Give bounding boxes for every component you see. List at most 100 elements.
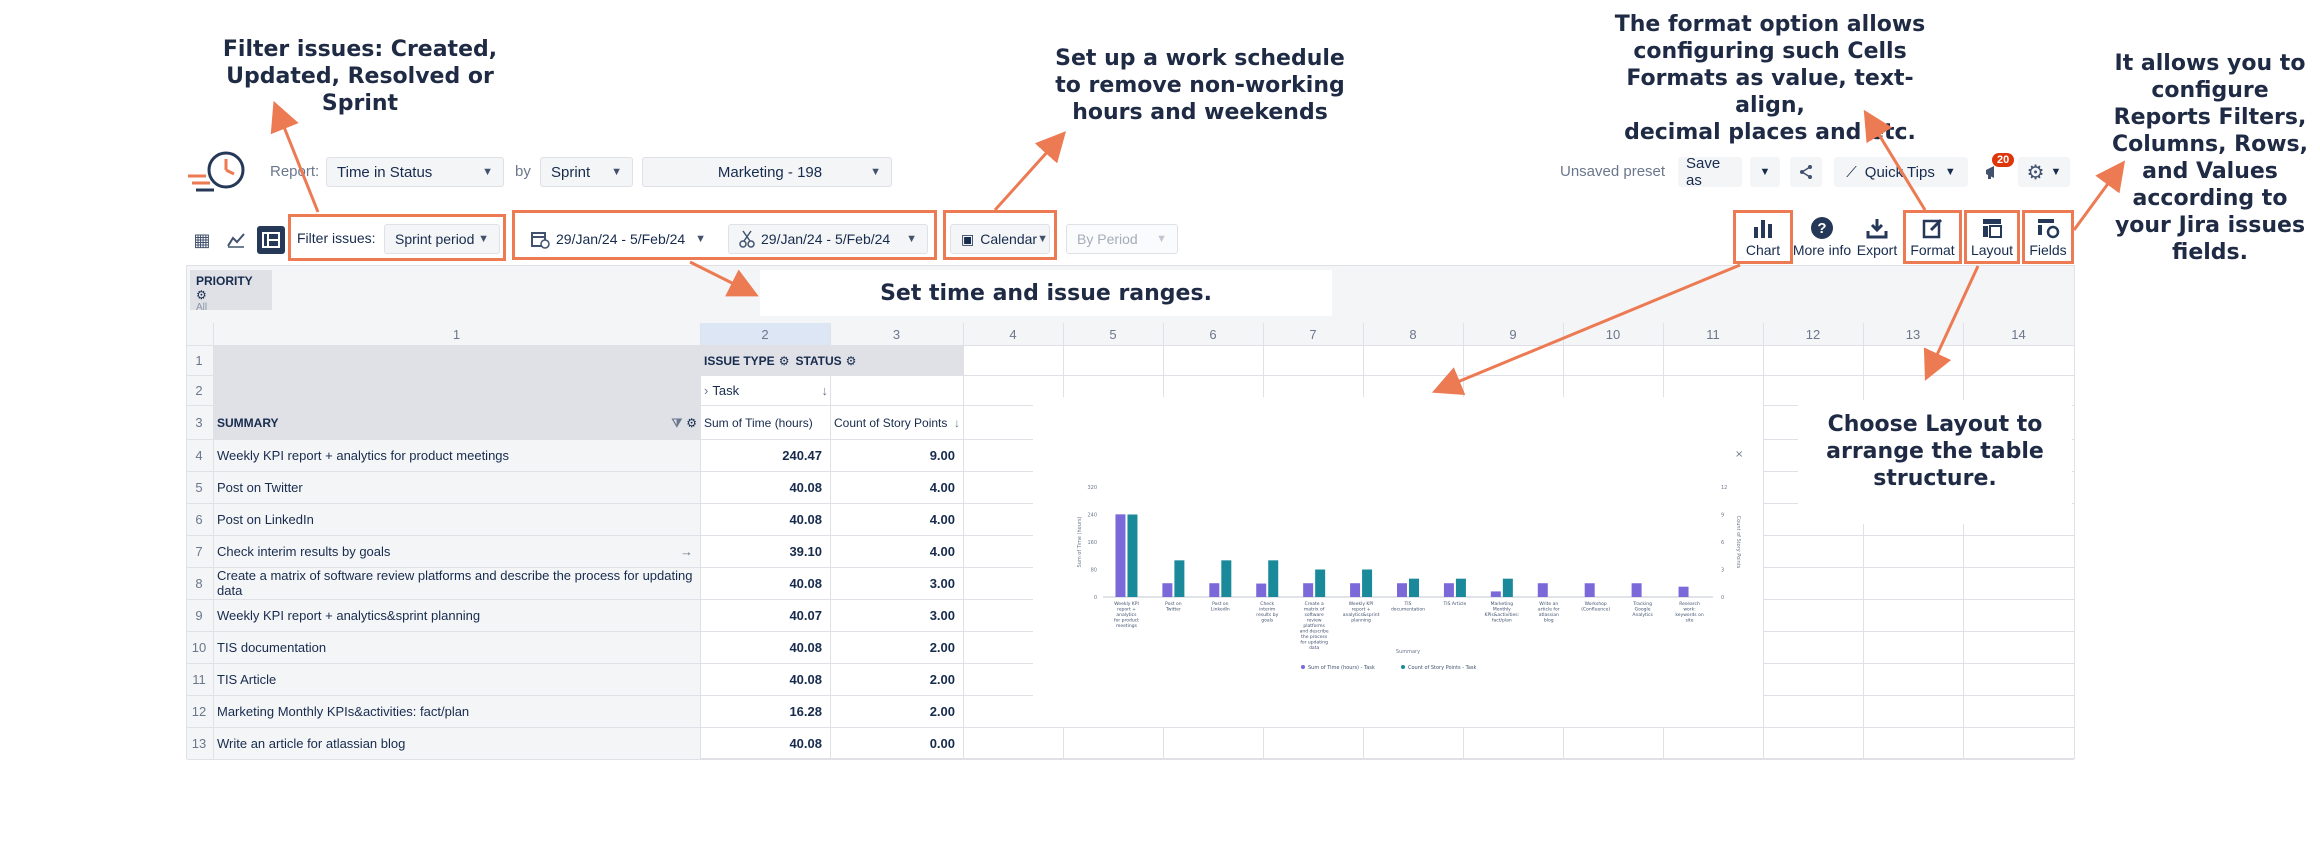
bar-series-2: [1127, 514, 1138, 597]
trend-chart-icon: [227, 233, 245, 248]
row-summary-cell[interactable]: TIS documentation: [217, 639, 327, 655]
column-number[interactable]: 14: [2011, 326, 2026, 342]
expand-arrow-icon[interactable]: →: [680, 543, 693, 559]
column-number[interactable]: 4: [1009, 326, 1017, 342]
time-value-cell[interactable]: 240.47: [782, 447, 822, 463]
quick-tips-button[interactable]: ⟋ Quick Tips ▼: [1834, 157, 1968, 187]
row-number[interactable]: 12: [191, 703, 207, 719]
bar-series-1: [1256, 583, 1267, 597]
row-summary-cell[interactable]: Check interim results by goals: [217, 543, 391, 559]
row-summary-cell[interactable]: Weekly KPI report + analytics for produc…: [217, 447, 510, 463]
row-number[interactable]: 5: [195, 479, 203, 495]
fields-label: Fields: [2029, 242, 2067, 258]
row-summary-cell[interactable]: Post on LinkedIn: [217, 511, 314, 527]
time-value-cell[interactable]: 40.08: [789, 639, 822, 655]
column-number[interactable]: 11: [1706, 326, 1720, 342]
chart-button[interactable]: Chart: [1733, 214, 1793, 264]
anno-line: to remove non-working: [1055, 73, 1345, 98]
row-summary-cell[interactable]: Write an article for atlassian blog: [217, 735, 406, 751]
points-value-cell[interactable]: 2.00: [929, 671, 955, 687]
points-value-cell[interactable]: 3.00: [929, 575, 955, 591]
column-number[interactable]: 5: [1109, 326, 1117, 342]
time-value-cell[interactable]: 40.08: [789, 511, 822, 527]
save-menu-button[interactable]: ▼: [1750, 157, 1780, 187]
time-value-cell[interactable]: 40.07: [789, 607, 822, 623]
row-summary-cell[interactable]: TIS Article: [217, 671, 277, 687]
issue-range-select[interactable]: 29/Jan/24 - 5/Feb/24 ▼: [728, 224, 928, 254]
settings-button[interactable]: ⚙ ▼: [2018, 157, 2070, 187]
time-value-cell[interactable]: 39.10: [789, 543, 822, 559]
points-value-cell[interactable]: 2.00: [929, 703, 955, 719]
column-number[interactable]: 1: [452, 326, 461, 342]
project-select[interactable]: Marketing - 198 ▼: [642, 157, 892, 187]
layout-button[interactable]: Layout: [1964, 214, 2020, 264]
row-summary-cell[interactable]: Create a matrix of software review platf…: [217, 568, 693, 598]
calendar-highlight: [943, 210, 1057, 260]
time-value-cell[interactable]: 40.08: [789, 671, 822, 687]
grid-view-icon[interactable]: ▦: [193, 229, 211, 250]
trend-chart-icon[interactable]: [222, 226, 250, 254]
report-select[interactable]: Time in Status ▼: [326, 157, 504, 187]
points-value-cell[interactable]: 4.00: [929, 479, 955, 495]
row-number[interactable]: 9: [195, 607, 203, 623]
table-view-icon[interactable]: [257, 226, 285, 254]
time-value-cell[interactable]: 40.08: [789, 735, 822, 751]
issue-type-header[interactable]: ISSUE TYPE ⚙ STATUS ⚙: [704, 352, 856, 370]
grid-vline: [1963, 323, 1964, 759]
task-header[interactable]: › Task ↓: [704, 377, 828, 403]
column-number[interactable]: 7: [1309, 326, 1317, 342]
notifications-button[interactable]: 20: [1978, 153, 2015, 187]
share-button[interactable]: [1790, 157, 1822, 187]
row-number[interactable]: 13: [191, 735, 207, 751]
points-value-cell[interactable]: 0.00: [929, 735, 955, 751]
row-summary-cell[interactable]: Post on Twitter: [217, 479, 303, 495]
column-number[interactable]: 3: [892, 326, 901, 342]
count-sp-header[interactable]: Count of Story Points ↓: [834, 410, 960, 436]
points-value-cell[interactable]: 4.00: [929, 511, 955, 527]
points-value-cell[interactable]: 2.00: [929, 639, 955, 655]
bar-series-2: [1502, 578, 1513, 597]
row-number[interactable]: 10: [191, 639, 207, 655]
column-number[interactable]: 13: [1905, 326, 1921, 342]
column-number[interactable]: 6: [1209, 326, 1217, 342]
time-value-cell[interactable]: 16.28: [789, 703, 822, 719]
column-number[interactable]: 9: [1509, 326, 1517, 342]
row-number[interactable]: 3: [195, 414, 203, 430]
row-number[interactable]: 7: [195, 543, 203, 559]
column-number[interactable]: 12: [1805, 326, 1821, 342]
time-value-cell[interactable]: 40.08: [789, 479, 822, 495]
priority-filter-chip[interactable]: PRIORITY ⚙ All: [190, 270, 272, 313]
summary-header[interactable]: SUMMARY ⧩ ⚙: [217, 410, 697, 436]
more-info-button[interactable]: ? More info: [1789, 214, 1855, 264]
by-select[interactable]: Sprint ▼: [540, 157, 633, 187]
row-summary-cell[interactable]: Weekly KPI report + analytics&sprint pla…: [217, 607, 481, 623]
fields-button[interactable]: Fields: [2022, 214, 2074, 264]
row-number[interactable]: 6: [195, 511, 203, 527]
row-number[interactable]: 11: [192, 671, 206, 687]
points-value-cell[interactable]: 4.00: [929, 543, 955, 559]
column-number[interactable]: 2: [761, 326, 769, 342]
x-tick-label: TIS documentation: [1391, 601, 1425, 613]
column-number[interactable]: 10: [1605, 326, 1621, 342]
time-value-cell[interactable]: 40.08: [789, 575, 822, 591]
row-number[interactable]: 1: [195, 352, 203, 368]
calendar-select[interactable]: ▣ Calendar ▼: [950, 224, 1050, 254]
save-as-button[interactable]: Save as: [1678, 155, 1742, 189]
row-number[interactable]: 2: [195, 382, 203, 398]
column-number[interactable]: 8: [1409, 326, 1417, 342]
date-range-select[interactable]: 29/Jan/24 - 5/Feb/24 ▼: [520, 224, 716, 254]
by-period-select[interactable]: By Period ▼: [1066, 224, 1178, 254]
row-summary-cell[interactable]: Marketing Monthly KPIs&activities: fact/…: [217, 703, 470, 719]
row-number[interactable]: 4: [195, 447, 203, 463]
row-number[interactable]: 8: [195, 575, 203, 591]
export-button[interactable]: Export: [1852, 214, 1902, 264]
points-value-cell[interactable]: 3.00: [929, 607, 955, 623]
filter-issues-select[interactable]: Sprint period ▼: [384, 224, 500, 254]
x-tick-label: Research work: keywords on site: [1675, 601, 1703, 624]
format-button[interactable]: Format: [1903, 214, 1962, 264]
chevron-down-icon: ▼: [1944, 166, 1956, 178]
anno-line: your Jira issues: [2114, 213, 2306, 238]
sum-time-header[interactable]: Sum of Time (hours): [704, 410, 828, 436]
bar-series-1: [1584, 583, 1595, 597]
points-value-cell[interactable]: 9.00: [929, 447, 955, 463]
